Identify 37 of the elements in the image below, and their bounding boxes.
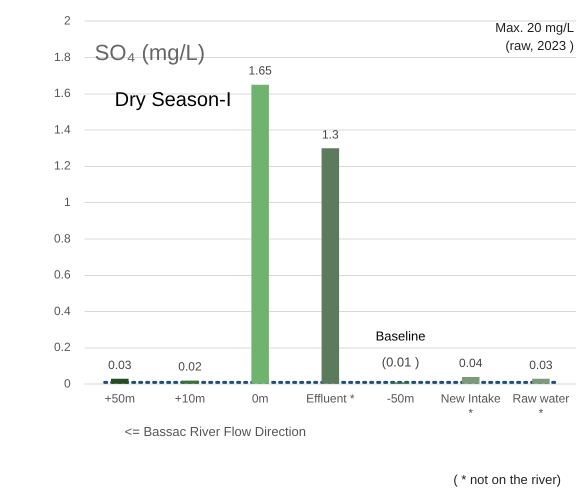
text: <= Bassac River Flow Direction (124, 424, 306, 440)
y-tick-label: 0 (64, 376, 71, 391)
y-tick-label: 0.4 (54, 304, 71, 318)
x-tick-label: Effluent * (306, 392, 355, 406)
bar (111, 378, 129, 384)
y-tick-label: 1.2 (54, 158, 71, 173)
x-tick-label: Raw water * (512, 392, 570, 420)
text: ( * not on the river) (453, 472, 561, 487)
bar (462, 376, 480, 384)
x-tick-label: +50m (104, 392, 135, 406)
x-tick-label: 0m (252, 392, 268, 406)
x-tick-label: +10m (174, 392, 206, 406)
y-tick-label: 0.6 (54, 268, 71, 282)
data-label: 0.04 (459, 356, 483, 370)
data-label: 0.02 (178, 360, 202, 374)
y-tick-label: 2 (64, 14, 71, 28)
bar (322, 148, 340, 384)
data-label: 0.03 (529, 358, 553, 372)
y-tick-label: 1.6 (54, 86, 71, 100)
annotation: (0.01 ) (382, 354, 420, 370)
y-tick-label: 1 (64, 195, 71, 210)
bar (181, 380, 199, 384)
y-tick-label: 1.4 (54, 122, 71, 136)
bar (532, 378, 550, 384)
text: SO₄ (mg/L) (94, 40, 206, 65)
y-tick-label: 0.2 (54, 340, 71, 354)
bar (251, 84, 269, 384)
x-tick-label: -50m (386, 392, 414, 406)
annotation: Max. 20 mg/L (raw, 2023 ) (495, 20, 574, 53)
y-tick-label: 0.8 (54, 231, 71, 246)
x-tick-label: New Intake * (440, 392, 502, 420)
text: Dry Season-I (114, 89, 232, 111)
data-label: 1.3 (322, 127, 340, 142)
data-label: 0.03 (108, 358, 132, 372)
data-label: 1.65 (248, 64, 272, 78)
y-tick-label: 1.8 (54, 50, 71, 64)
ref-line-label: Baseline (376, 328, 426, 344)
